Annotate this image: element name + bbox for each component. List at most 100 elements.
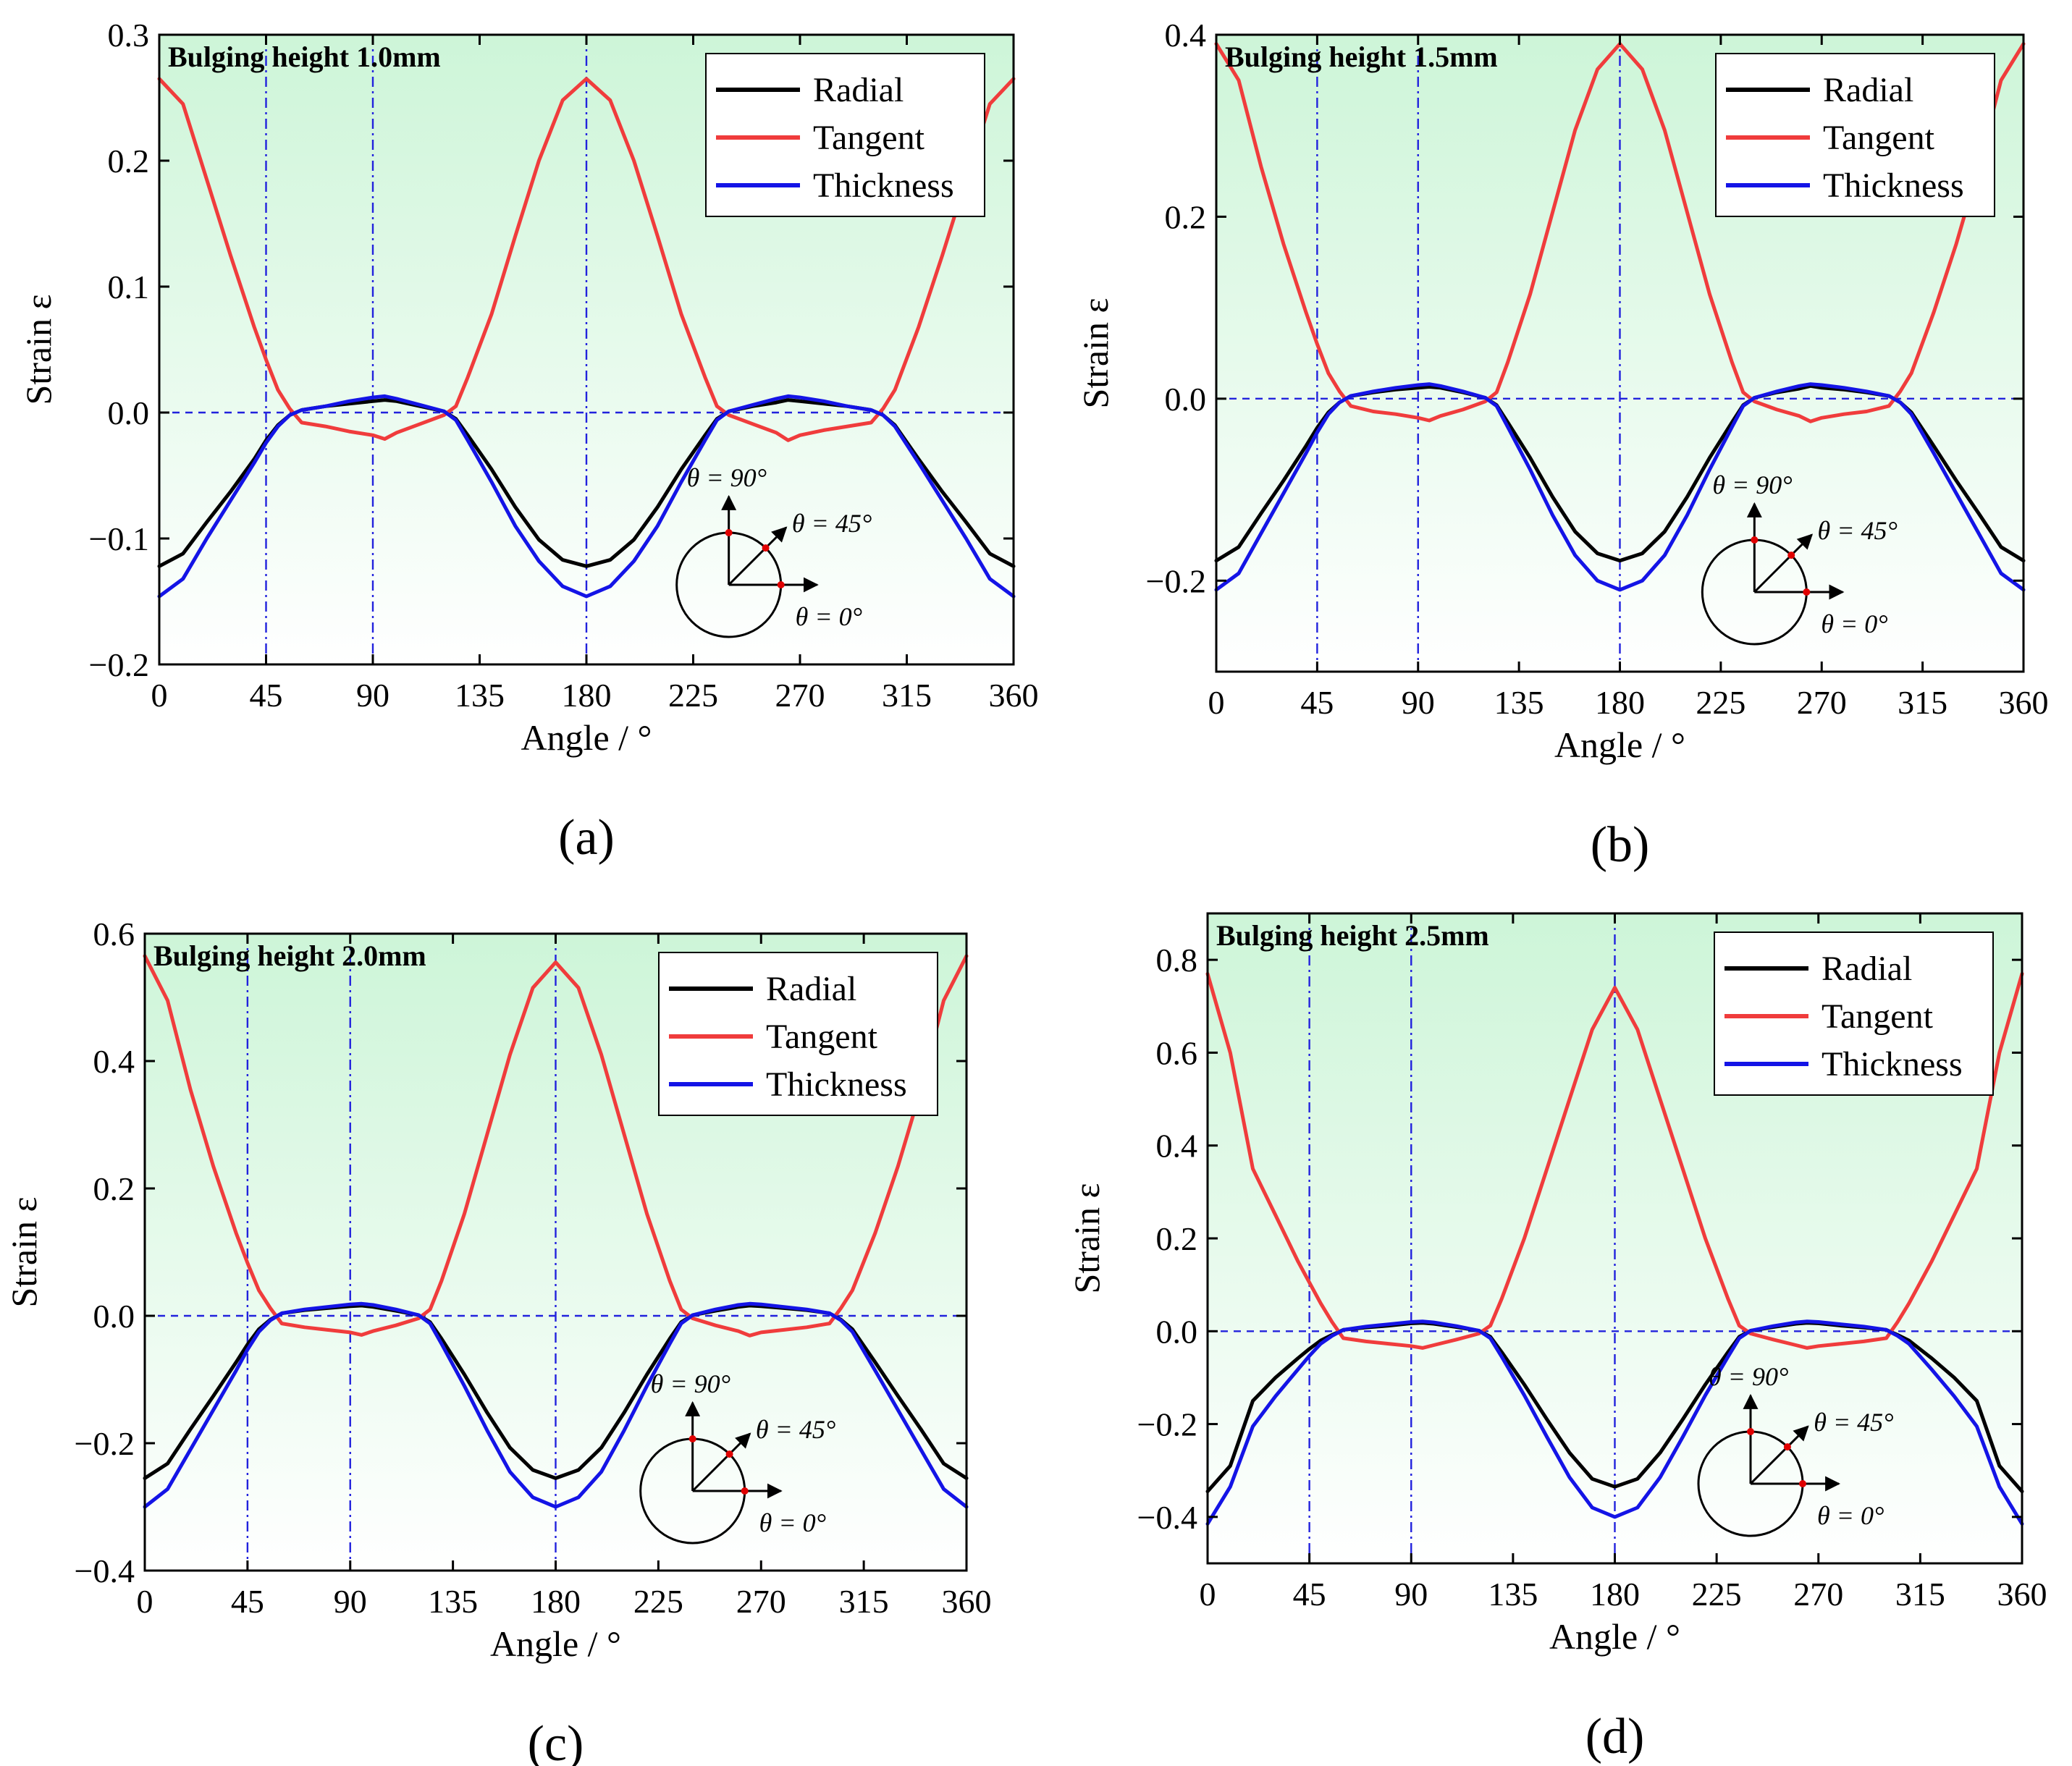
inset-marker — [725, 1450, 733, 1458]
y-tick-label: 0.0 — [1156, 1313, 1198, 1350]
legend-label-tangent: Tangent — [1822, 997, 1934, 1036]
legend-label-radial: Radial — [766, 970, 856, 1008]
legend-label-tangent: Tangent — [1823, 119, 1935, 157]
x-tick-label: 180 — [562, 677, 612, 714]
inset-label-45: θ = 45° — [1814, 1408, 1893, 1437]
x-tick-label: 315 — [1895, 1576, 1945, 1613]
y-axis-label: Strain ε — [1075, 298, 1116, 409]
x-tick-label: 90 — [1402, 684, 1435, 721]
series-thickness-line — [143, 1301, 969, 1509]
inset-label-0: θ = 0° — [1817, 1501, 1884, 1530]
axis-ticks: 0 45 90 135 180 225 270 315 360 −0.4 −0.2 0.0 0.2 0.4… — [75, 916, 992, 1620]
series-lines — [157, 77, 1016, 599]
legend-label-thickness: Thickness — [1823, 166, 1964, 205]
inset-marker — [777, 581, 785, 588]
x-tick-label: 45 — [1293, 1576, 1326, 1613]
x-tick-label: 0 — [151, 677, 168, 714]
angle-inset: θ = 90° θ = 45° θ = 0° — [675, 463, 872, 638]
y-tick-label: −0.2 — [1146, 562, 1206, 599]
legend-label-radial: Radial — [1823, 71, 1913, 109]
panel-caption: (b) — [1591, 817, 1650, 873]
legend-label-tangent: Tangent — [813, 119, 925, 157]
inset-marker — [762, 544, 770, 552]
x-tick-label: 45 — [231, 1583, 264, 1620]
x-tick-label: 360 — [942, 1583, 992, 1620]
legend-label-thickness: Thickness — [766, 1065, 907, 1104]
inset-label-45: θ = 45° — [1818, 516, 1898, 545]
x-tick-label: 45 — [250, 677, 283, 714]
legend-label-thickness: Thickness — [813, 166, 954, 205]
inset-marker — [1787, 552, 1795, 559]
x-tick-label: 315 — [882, 677, 932, 714]
x-tick-label: 0 — [1208, 684, 1225, 721]
y-tick-label: 0.6 — [93, 916, 135, 952]
inset-arrow-45 — [728, 526, 788, 586]
x-tick-label: 360 — [1997, 1576, 2047, 1613]
legend-box — [1714, 931, 1994, 1096]
x-axis-label: Angle / ° — [1554, 724, 1685, 765]
axis-ticks: 0 45 90 135 180 225 270 315 360 −0.4 −0.2 0.0 0.2 0.4… — [1137, 913, 2047, 1613]
y-tick-label: 0.4 — [1165, 17, 1207, 54]
inset-label-90: θ = 90° — [687, 463, 767, 492]
panel-title: Bulging height 1.0mm — [168, 41, 441, 73]
x-tick-label: 270 — [775, 677, 825, 714]
legend-label-radial: Radial — [813, 71, 904, 109]
panel-title: Bulging height 2.5mm — [1216, 919, 1489, 952]
legend-box — [1715, 53, 1995, 217]
y-tick-label: 0.6 — [1156, 1034, 1198, 1071]
inset-arrow-45 — [691, 1432, 751, 1492]
x-tick-label: 180 — [1595, 684, 1645, 721]
y-tick-label: −0.2 — [89, 646, 149, 683]
legend-label-thickness: Thickness — [1822, 1045, 1963, 1083]
legend: Radial Tangent Thickness — [705, 53, 985, 217]
angle-inset: θ = 90° θ = 45° θ = 0° — [639, 1369, 835, 1545]
panel-caption: (c) — [528, 1716, 584, 1766]
legend: Radial Tangent Thickness — [1715, 53, 1995, 217]
series-lines — [1214, 42, 2026, 592]
x-tick-label: 135 — [1488, 1576, 1538, 1613]
y-tick-label: −0.2 — [1137, 1406, 1197, 1443]
inset-marker — [1803, 588, 1811, 596]
y-tick-label: 0.1 — [108, 269, 150, 305]
y-tick-label: 0.0 — [1165, 381, 1207, 418]
series-lines — [143, 954, 969, 1509]
x-tick-label: 45 — [1300, 684, 1334, 721]
x-tick-label: 225 — [1692, 1576, 1742, 1613]
inset-marker — [725, 529, 733, 536]
panel-d: 0 45 90 135 180 225 270 315 360 −0.4 −0.2 0.0 0.2 0.4… — [1066, 912, 2047, 1765]
legend-box — [705, 53, 985, 217]
y-tick-label: 0.2 — [1156, 1220, 1198, 1257]
y-axis-label: Strain ε — [18, 295, 59, 405]
x-tick-label: 270 — [1793, 1576, 1843, 1613]
series-tangent-line — [143, 954, 969, 1338]
inset-marker — [688, 1435, 696, 1442]
y-tick-label: 0.4 — [93, 1043, 135, 1080]
x-tick-label: 135 — [428, 1583, 478, 1620]
inset-arrow-45 — [1749, 1425, 1809, 1485]
x-tick-label: 135 — [455, 677, 505, 714]
y-tick-label: 0.3 — [108, 17, 150, 54]
series-tangent-line — [1214, 42, 2026, 423]
inset-label-45: θ = 45° — [756, 1415, 835, 1444]
y-tick-label: 0.0 — [93, 1298, 135, 1335]
y-tick-label: 0.2 — [108, 143, 150, 179]
panel-title: Bulging height 2.0mm — [153, 939, 426, 972]
x-tick-label: 315 — [1898, 684, 1947, 721]
inset-arrow-45 — [1753, 533, 1814, 593]
panel-a: 0 45 90 135 180 225 270 315 360 −0.2 −0.1 0.0 0.1 0.2… — [18, 17, 1039, 866]
axis-ticks: 0 45 90 135 180 225 270 315 360 −0.2 0.0 0.2 0.4 — [1146, 17, 2049, 721]
legend: Radial Tangent Thickness — [658, 952, 938, 1116]
inset-label-90: θ = 90° — [1712, 470, 1792, 499]
inset-label-0: θ = 0° — [759, 1508, 826, 1537]
axis-ticks: 0 45 90 135 180 225 270 315 360 −0.2 −0.1 0.0 0.1 0.2… — [89, 17, 1039, 714]
inset-marker — [1783, 1443, 1791, 1451]
y-tick-label: −0.4 — [75, 1552, 135, 1589]
inset-marker — [1751, 536, 1759, 544]
x-tick-label: 180 — [531, 1583, 581, 1620]
inset-label-45: θ = 45° — [792, 509, 872, 538]
x-tick-label: 135 — [1494, 684, 1544, 721]
inset-marker — [1747, 1428, 1754, 1435]
series-lines — [1205, 971, 2024, 1526]
y-tick-label: −0.1 — [89, 520, 149, 557]
x-tick-label: 270 — [736, 1583, 786, 1620]
